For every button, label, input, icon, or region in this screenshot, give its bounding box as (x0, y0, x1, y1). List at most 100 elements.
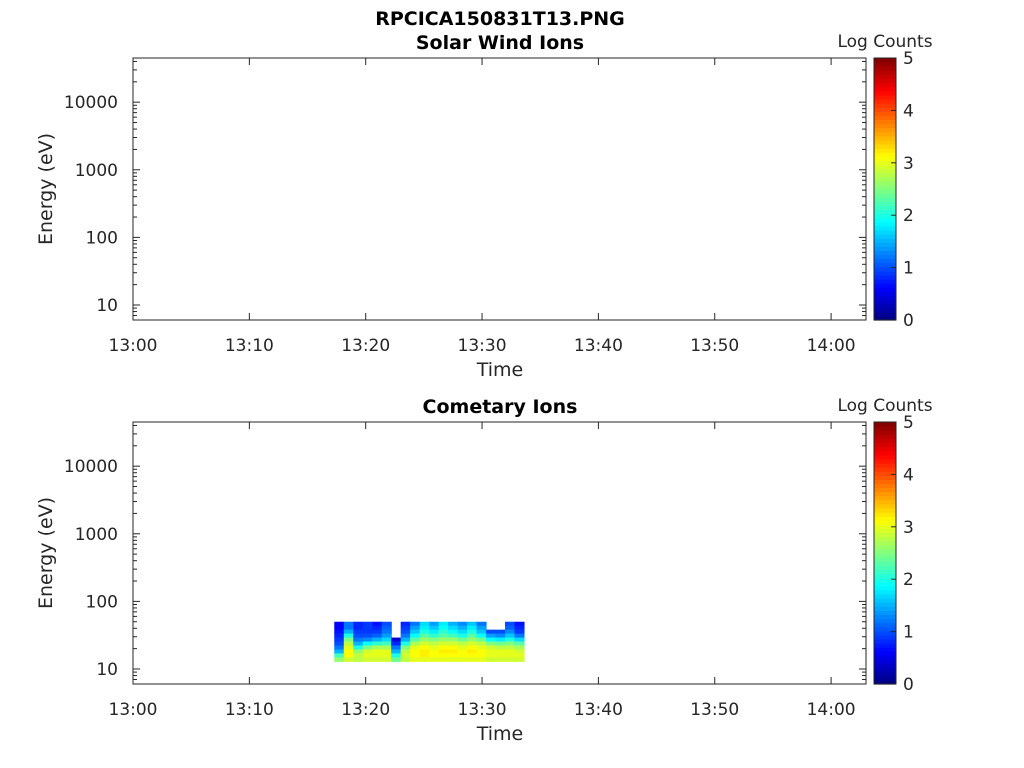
colorbar-segment (874, 516, 896, 521)
colorbar-segment (874, 471, 896, 476)
colorbar-segment (874, 606, 896, 611)
colorbar-segment (874, 86, 896, 92)
heatmap-cell (419, 637, 430, 643)
colorbar-tick-label: 4 (903, 101, 914, 121)
heatmap-cell (457, 633, 468, 639)
heatmap-cell (486, 641, 497, 647)
colorbar-segment (874, 438, 896, 444)
heatmap-cell (419, 649, 430, 654)
colorbar-segment (874, 246, 896, 251)
heatmap-cell (343, 625, 354, 631)
plot-area (132, 57, 867, 321)
heatmap-cell (419, 657, 430, 662)
heatmap-cell (457, 653, 468, 658)
heatmap-cell (476, 653, 487, 658)
colorbar-tick-label: 4 (903, 465, 914, 485)
colorbar-segment (874, 123, 896, 129)
heatmap-cell (504, 621, 516, 627)
heatmap-cell (381, 645, 392, 651)
heatmap-cell (438, 645, 449, 651)
heatmap-cell (448, 645, 459, 651)
colorbar-segment (874, 520, 896, 525)
colorbar-segment (874, 283, 896, 288)
heatmap-cell (514, 625, 525, 631)
colorbar-segment (874, 618, 896, 624)
colorbar-segment (874, 103, 896, 108)
colorbar-segment (874, 544, 896, 550)
heatmap-cell (353, 645, 364, 651)
x-axis-label: Time (476, 359, 524, 381)
heatmap-cell (362, 637, 373, 643)
heatmap-cell (400, 621, 411, 627)
heatmap-cell (438, 637, 449, 643)
heatmap-cell (410, 633, 421, 639)
heatmap-cell (343, 653, 354, 658)
heatmap-cell (504, 629, 516, 635)
heatmap-cell (391, 653, 402, 658)
heatmap-cell (486, 657, 497, 662)
heatmap-cell (343, 629, 354, 635)
heatmap-cell (514, 649, 525, 654)
colorbar-segment (874, 651, 896, 656)
y-tick-label: 10 (96, 660, 118, 680)
colorbar-segment (874, 217, 896, 223)
heatmap-cell (362, 657, 373, 662)
heatmap-cells (334, 621, 525, 662)
colorbar-segment (874, 234, 896, 239)
heatmap-cell (400, 641, 411, 647)
heatmap-cell (476, 629, 487, 635)
heatmap-cell (400, 649, 411, 654)
heatmap-cell (391, 645, 402, 651)
heatmap-cell (467, 621, 478, 627)
heatmap-cell (410, 645, 421, 651)
heatmap-cell (362, 621, 373, 627)
heatmap-cell (381, 621, 392, 627)
heatmap-cell (448, 633, 459, 639)
heatmap-cell (391, 637, 402, 643)
heatmap-cell (391, 657, 402, 662)
heatmap-cell (495, 629, 506, 635)
colorbar-segment (874, 176, 896, 182)
colorbar-segment (874, 270, 896, 276)
colorbar-segment (874, 483, 896, 489)
heatmap-cell (362, 625, 373, 631)
heatmap-cell (419, 629, 430, 635)
heatmap-cell (353, 629, 364, 635)
heatmap-cell (467, 645, 478, 651)
colorbar-segment (874, 426, 896, 431)
colorbar-segment (874, 458, 896, 464)
colorbar-segment (874, 659, 896, 665)
heatmap-cell (372, 653, 383, 658)
heatmap-cell (400, 637, 411, 643)
colorbar-segment (874, 569, 896, 575)
y-tick-label: 100 (86, 592, 118, 612)
heatmap-cell (353, 633, 364, 639)
x-tick-label: 13:30 (458, 336, 507, 356)
colorbar-segment (874, 254, 896, 260)
heatmap-cell (476, 633, 487, 639)
x-tick-label: 13:20 (341, 336, 390, 356)
colorbar-segment (874, 279, 896, 284)
heatmap-cell (504, 649, 516, 654)
colorbar-segment (874, 74, 896, 80)
heatmap-cell (391, 649, 402, 654)
heatmap-cell (467, 625, 478, 631)
y-axis-label: Energy (eV) (35, 133, 57, 245)
heatmap-cell (400, 625, 411, 631)
colorbar-segment (874, 172, 896, 178)
x-tick-label: 13:20 (341, 700, 390, 720)
heatmap-cell (353, 653, 364, 658)
colorbar-segment (874, 58, 896, 63)
colorbar-segment (874, 430, 896, 435)
x-tick-label: 13:10 (225, 336, 274, 356)
heatmap-cell (372, 645, 383, 651)
colorbar-segment (874, 634, 896, 640)
heatmap-cell (457, 629, 468, 635)
x-tick-label: 14:00 (807, 700, 856, 720)
heatmap-cell (467, 633, 478, 639)
heatmap-cell (448, 625, 459, 631)
heatmap-cell (438, 649, 449, 654)
colorbar-segment (874, 238, 896, 243)
heatmap-cell (486, 653, 497, 658)
colorbar-segment (874, 422, 896, 427)
